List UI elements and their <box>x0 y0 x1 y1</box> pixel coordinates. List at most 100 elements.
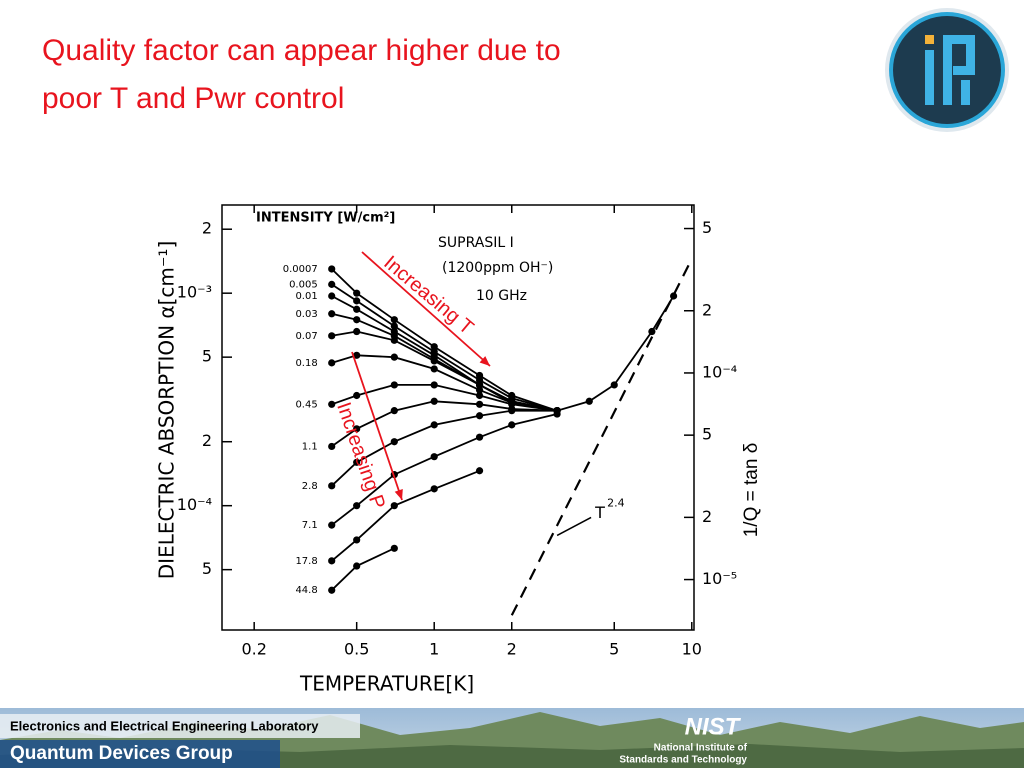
logo-shape <box>925 35 975 105</box>
y-tick-label: 5 <box>202 559 212 578</box>
x-tick-label: 1 <box>429 640 439 659</box>
data-point <box>430 453 438 461</box>
slide-title: Quality factor can appear higher due to <box>42 34 561 67</box>
series-label: 0.0007 <box>283 264 318 275</box>
data-point <box>328 332 336 340</box>
series-label: 17.8 <box>295 556 317 567</box>
data-point <box>390 353 398 361</box>
x-axis-label: TEMPERATURE[K] <box>299 672 474 696</box>
series-label: 0.005 <box>289 279 318 290</box>
x-tick-label: 0.5 <box>344 640 369 659</box>
data-point <box>328 557 336 565</box>
data-point <box>475 391 484 400</box>
y2-tick-label: 10⁻⁴ <box>702 362 737 381</box>
data-point <box>353 316 361 324</box>
y2-tick-label: 5 <box>702 425 712 444</box>
series-label: 2.8 <box>302 481 318 492</box>
data-point <box>328 280 336 288</box>
data-point <box>430 485 438 493</box>
y2-tick-label: 5 <box>702 218 712 237</box>
data-point <box>353 536 361 544</box>
y2-tick-label: 2 <box>702 507 712 526</box>
data-point <box>430 357 438 365</box>
data-point <box>390 502 398 510</box>
y-tick-label: 5 <box>202 347 212 366</box>
footer-band <box>0 740 280 768</box>
data-point <box>353 351 361 359</box>
data-point <box>353 391 361 400</box>
legend-title: INTENSITY [W/cm²] <box>256 211 395 226</box>
note: (1200ppm OH⁻) <box>442 260 553 276</box>
data-point <box>353 305 361 313</box>
note: SUPRASIL I <box>438 235 514 251</box>
logo <box>885 8 1009 132</box>
data-point <box>585 397 593 405</box>
data-point <box>390 381 398 389</box>
data-point <box>430 343 438 351</box>
x-tick-label: 10 <box>682 640 702 659</box>
plot-frame <box>221 204 695 631</box>
power-law-exp: 2.4 <box>607 496 625 509</box>
note: 10 GHz <box>476 288 527 304</box>
data-point <box>353 458 361 466</box>
data-point <box>390 438 398 446</box>
data-point <box>475 400 484 408</box>
data-point <box>328 586 336 594</box>
data-point <box>353 502 361 510</box>
x-tick-label: 0.2 <box>241 640 266 659</box>
data-point <box>328 310 336 318</box>
footer-institute: National Institute of <box>654 743 748 754</box>
series-label: 7.1 <box>302 520 318 531</box>
y2-axis-label: 1/Q = tan δ <box>741 443 762 538</box>
data-point <box>430 421 438 429</box>
arrow <box>361 251 491 367</box>
data-point <box>328 482 336 490</box>
data-point <box>390 316 398 324</box>
y-tick-label: 10⁻³ <box>177 283 212 302</box>
data-point <box>508 407 516 415</box>
y-tick-label: 2 <box>202 219 212 238</box>
data-point <box>430 365 438 373</box>
series-label: 1.1 <box>302 441 318 452</box>
data-point <box>475 386 484 394</box>
data-point <box>353 289 361 297</box>
data-point <box>353 327 361 336</box>
series-label: 0.01 <box>295 291 317 302</box>
data-point <box>328 359 336 367</box>
footer-logo: NIST <box>685 713 742 740</box>
series-line <box>510 258 693 616</box>
y-tick-label: 10⁻⁴ <box>177 495 212 514</box>
x-tick-label: 2 <box>507 640 517 659</box>
data-point <box>328 292 336 300</box>
y-tick-label: 2 <box>202 431 212 450</box>
y2-tick-label: 10⁻⁵ <box>702 569 737 588</box>
footer-institute: Standards and Technology <box>619 755 747 766</box>
power-law-base: T <box>594 503 605 522</box>
data-point <box>390 322 398 330</box>
data-point <box>328 521 336 529</box>
y2-tick-label: 2 <box>702 300 712 319</box>
data-point <box>430 397 438 405</box>
slide-title: poor T and Pwr control <box>42 82 344 115</box>
data-point <box>475 412 484 420</box>
data-point <box>328 400 336 408</box>
footer-lab: Electronics and Electrical Engineering L… <box>10 718 319 733</box>
series-label: 44.8 <box>295 585 317 596</box>
series-label: 0.07 <box>295 331 317 342</box>
data-point <box>610 381 618 389</box>
chart: TEMPERATURE[K] DIELECTRIC ABSORPTION α[c… <box>155 204 762 696</box>
data-point <box>353 562 361 570</box>
arrow <box>351 351 403 501</box>
data-point <box>328 265 336 273</box>
data-point <box>670 292 678 300</box>
data-point <box>553 410 561 418</box>
data-point <box>353 297 361 305</box>
data-point <box>475 433 484 441</box>
data-point <box>390 336 398 344</box>
arrow-head <box>479 356 490 366</box>
data-point <box>508 421 516 429</box>
footer-group: Quantum Devices Group <box>10 743 233 764</box>
arrow-head <box>394 489 403 500</box>
